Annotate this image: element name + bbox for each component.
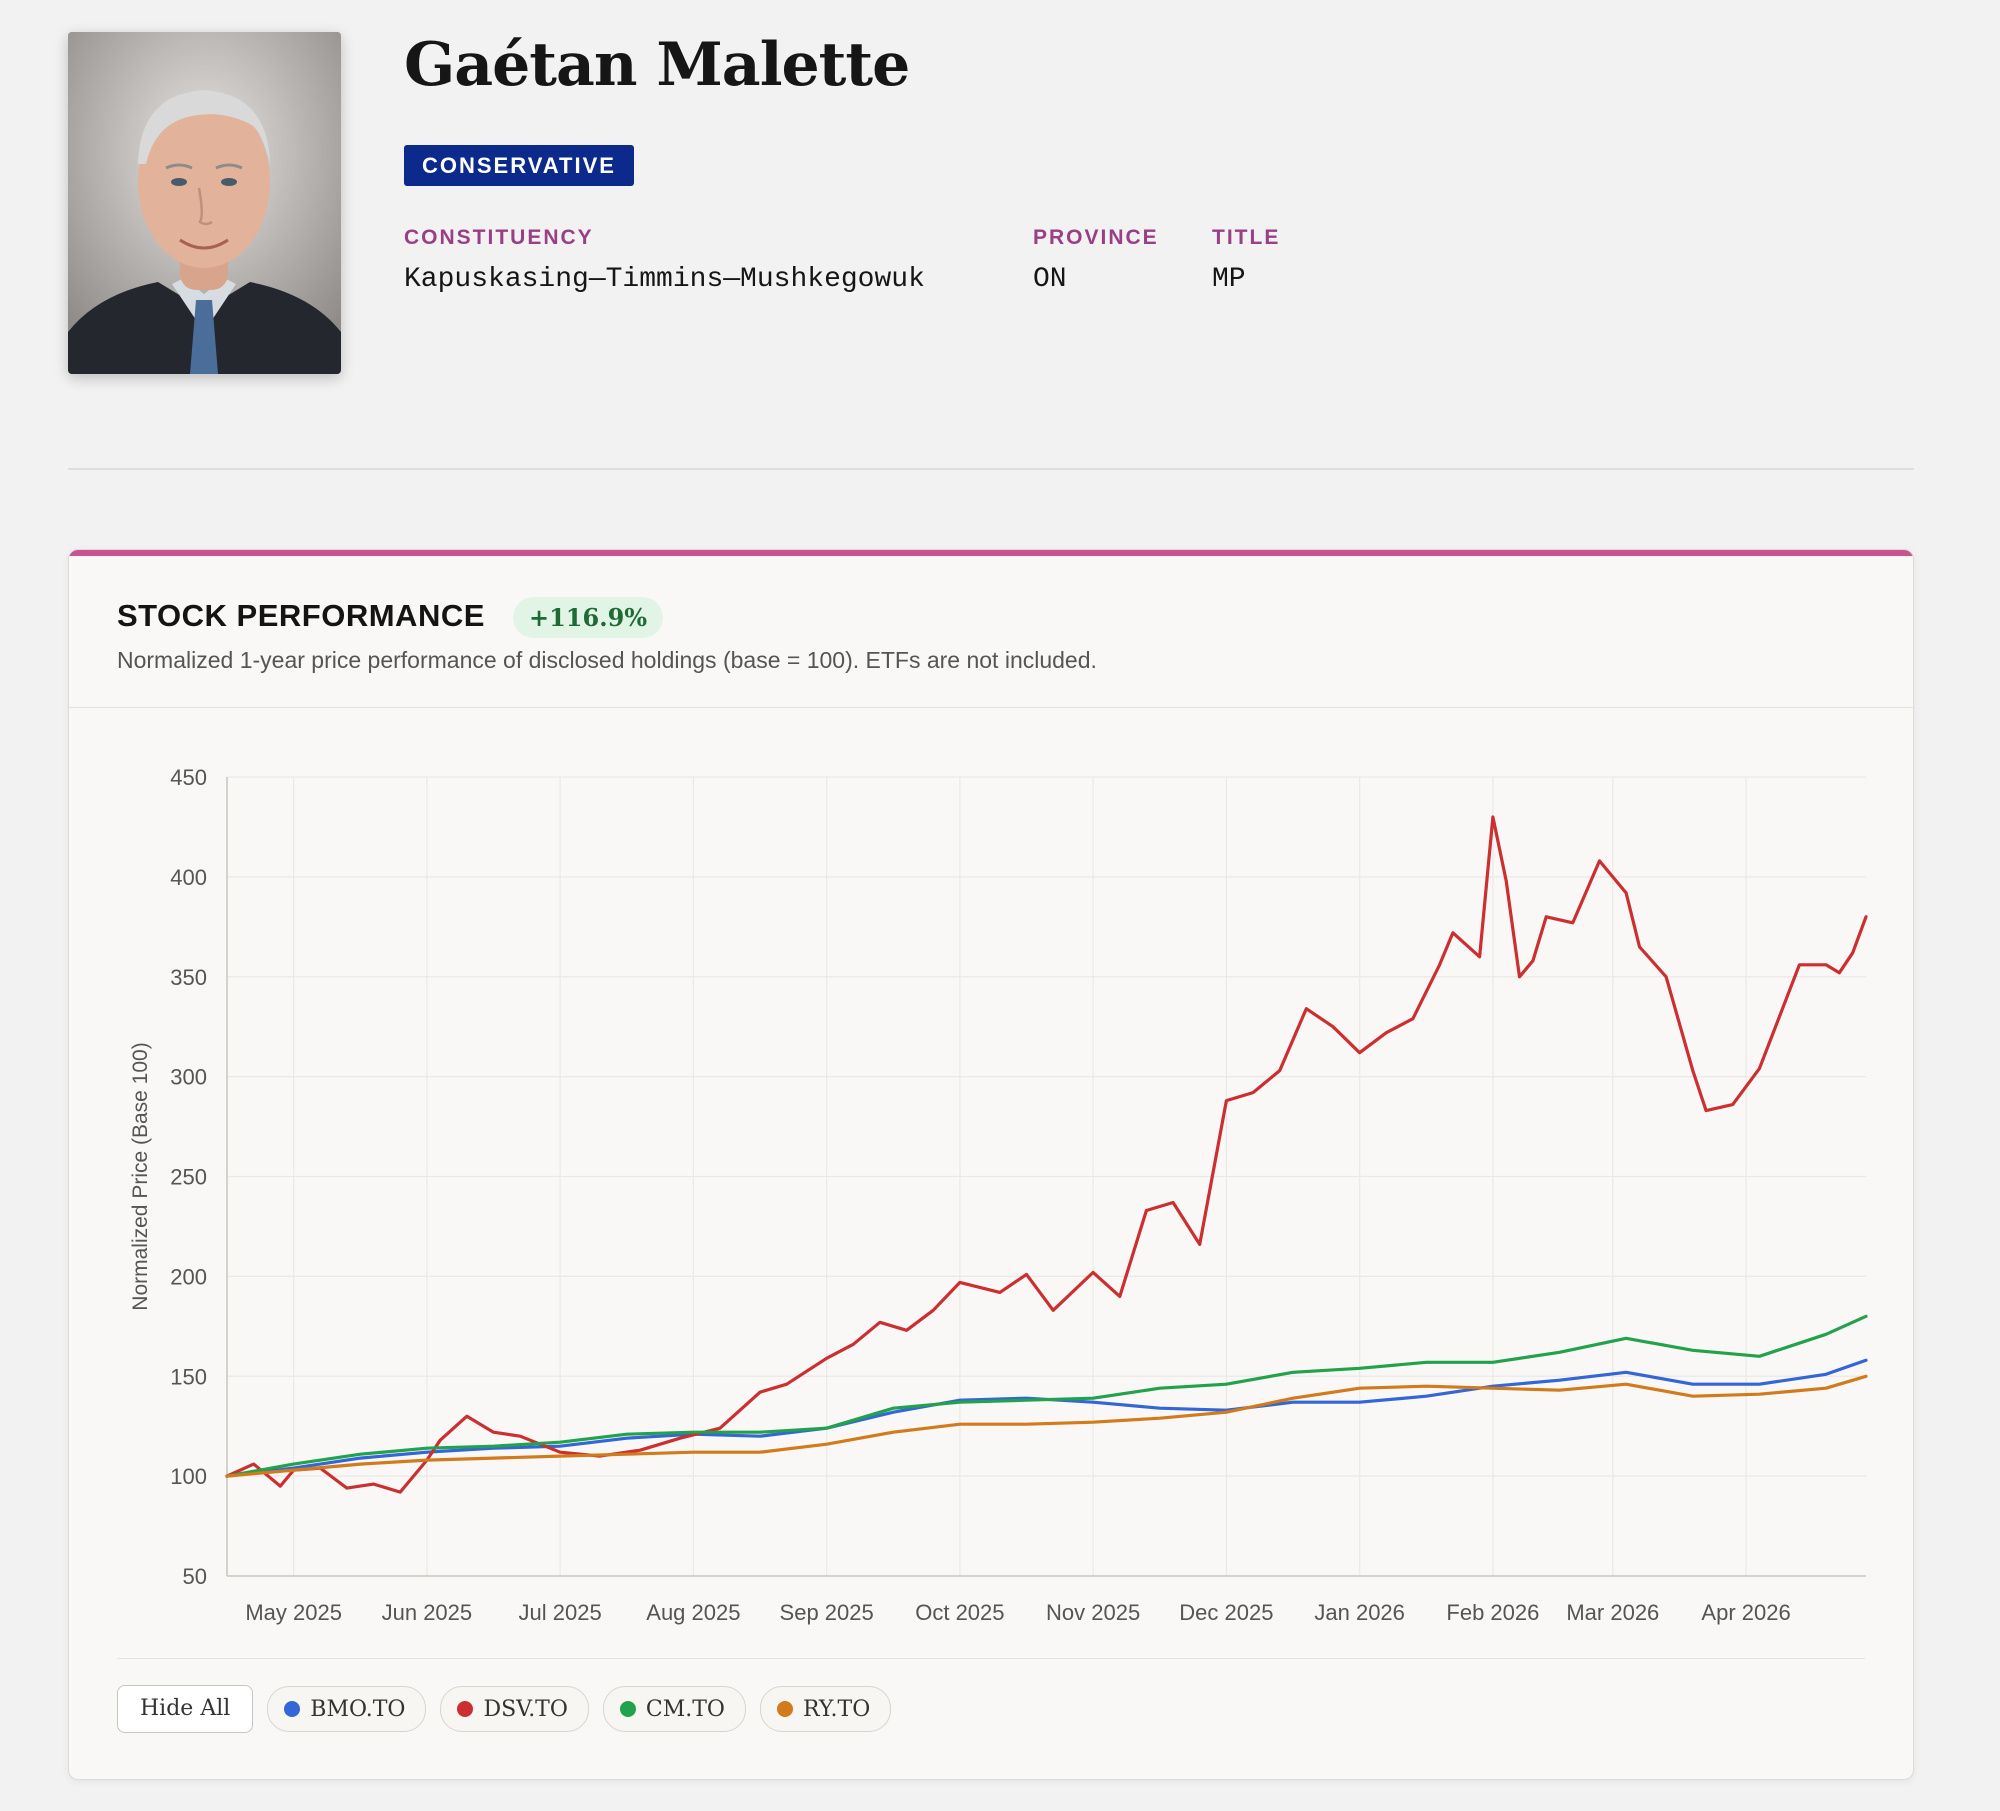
legend-label: CM.TO [645, 1696, 725, 1722]
x-tick-label: May 2025 [245, 1600, 342, 1625]
card-accent-bar [69, 550, 1913, 556]
constituency-label: CONSTITUENCY [404, 226, 594, 249]
x-tick-label: Jul 2025 [519, 1600, 602, 1625]
province-label: PROVINCE [1033, 226, 1159, 249]
x-tick-label: Sep 2025 [780, 1600, 874, 1625]
performance-chart: 50 100 150 200 250 300 350 400 450 May 2025 Jun 20… [129, 765, 1868, 1625]
x-tick-label: Aug 2025 [646, 1600, 740, 1625]
member-name: Gaétan Malette [404, 30, 910, 100]
x-tick-label: Nov 2025 [1046, 1600, 1140, 1625]
series-line-ry-to [225, 1374, 1868, 1478]
x-tick-label: Feb 2026 [1446, 1600, 1539, 1625]
chart-legend: Hide All BMO.TO DSV.TO CM.TO RY.TO [117, 1685, 892, 1733]
chart-axes [226, 777, 1866, 1577]
chart-labels: 50 100 150 200 250 300 350 400 450 May 2025 Jun 20… [129, 765, 1791, 1625]
x-tick-label: Jun 2025 [382, 1600, 473, 1625]
legend-dot-icon [284, 1701, 301, 1717]
card-header-divider [69, 707, 1913, 708]
series-line-cm-to [225, 1314, 1868, 1478]
card-title: STOCK PERFORMANCE [117, 598, 485, 633]
province-field: PROVINCE ON [1033, 226, 1159, 295]
party-badge: CONSERVATIVE [404, 145, 634, 186]
x-tick-label: Oct 2025 [915, 1600, 1004, 1625]
y-tick-label: 200 [170, 1264, 207, 1289]
y-tick-label: 150 [170, 1364, 207, 1389]
y-tick-label: 350 [170, 965, 207, 990]
x-tick-label: Mar 2026 [1566, 1600, 1659, 1625]
stock-performance-card: STOCK PERFORMANCE +116.9% Normalized 1-y… [68, 549, 1914, 1780]
legend-divider [117, 1658, 1865, 1659]
legend-label: BMO.TO [310, 1696, 406, 1722]
legend-dot-icon [619, 1701, 636, 1717]
section-divider [68, 468, 1914, 470]
card-subtitle: Normalized 1-year price performance of d… [117, 647, 1097, 673]
province-value: ON [1033, 264, 1067, 295]
y-tick-label: 250 [170, 1165, 207, 1190]
title-label: TITLE [1212, 226, 1281, 249]
portrait-image [68, 32, 341, 374]
legend-label: DSV.TO [483, 1696, 568, 1722]
legend-item-bmo-to[interactable]: BMO.TO [267, 1686, 427, 1732]
legend-label: RY.TO [802, 1696, 871, 1722]
legend-dot-icon [776, 1701, 793, 1717]
constituency-value: Kapuskasing—Timmins—Mushkegowuk [404, 264, 925, 295]
chart-grid [227, 776, 1866, 1577]
constituency-field: CONSTITUENCY Kapuskasing—Timmins—Mushkeg… [404, 226, 925, 295]
y-tick-label: 400 [170, 865, 207, 890]
performance-badge: +116.9% [513, 597, 664, 638]
legend-item-cm-to[interactable]: CM.TO [602, 1686, 746, 1732]
x-tick-label: Dec 2025 [1179, 1600, 1273, 1625]
title-field: TITLE MP [1212, 226, 1280, 295]
x-tick-label: Apr 2026 [1701, 1600, 1790, 1625]
y-tick-label: 50 [183, 1564, 207, 1589]
profile-photo [68, 32, 341, 374]
legend-item-dsv-to[interactable]: DSV.TO [440, 1686, 589, 1732]
y-tick-label: 300 [170, 1065, 207, 1090]
hide-all-button[interactable]: Hide All [117, 1685, 254, 1733]
series-line-dsv-to [225, 815, 1868, 1494]
chart-series [225, 815, 1868, 1494]
title-value: MP [1212, 264, 1246, 295]
y-tick-label: 450 [170, 765, 207, 790]
legend-item-ry-to[interactable]: RY.TO [759, 1686, 892, 1732]
y-tick-label: 100 [170, 1464, 207, 1489]
y-axis-title: Normalized Price (Base 100) [129, 1042, 152, 1310]
x-tick-label: Jan 2026 [1314, 1600, 1405, 1625]
legend-dot-icon [457, 1701, 474, 1717]
